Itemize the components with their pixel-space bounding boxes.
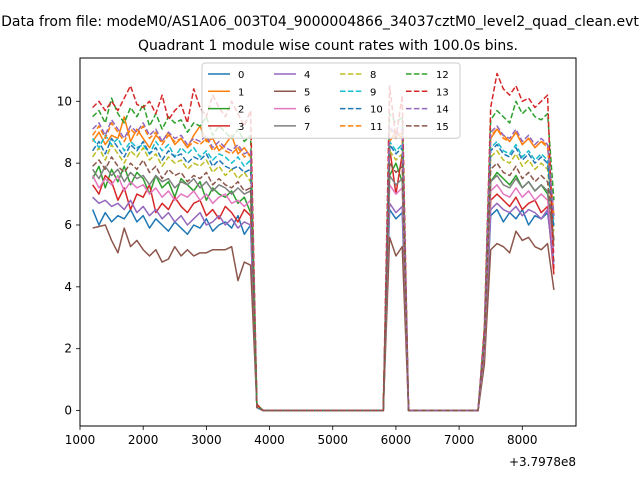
legend-label-0: 0 — [238, 70, 244, 81]
x-axis: 1000 2000 3000 4000 5000 6000 7000 8000 — [65, 426, 538, 447]
y-tick-label: 8 — [64, 156, 72, 170]
legend-label-8: 8 — [370, 70, 376, 81]
y-tick-label: 0 — [64, 404, 72, 418]
legend-label-3: 3 — [238, 122, 244, 133]
chart-title: Quadrant 1 module wise count rates with … — [138, 38, 518, 54]
legend-label-6: 6 — [304, 105, 310, 116]
legend-label-14: 14 — [436, 105, 449, 116]
series-line-8 — [92, 143, 555, 412]
x-tick-label: 2000 — [128, 433, 159, 447]
legend-label-9: 9 — [370, 87, 376, 98]
legend-label-2: 2 — [238, 105, 244, 116]
y-tick-label: 6 — [64, 218, 72, 232]
series-layer — [91, 72, 555, 412]
legend-label-4: 4 — [304, 70, 310, 81]
y-tick-label: 2 — [64, 342, 72, 356]
x-tick-label: 8000 — [507, 433, 538, 447]
x-tick-label: 4000 — [254, 433, 285, 447]
plot-frame — [79, 57, 577, 427]
x-offset-label: +3.7978e8 — [509, 455, 576, 469]
legend-box — [201, 62, 461, 139]
legend-label-15: 15 — [436, 122, 449, 133]
y-tick-label: 10 — [57, 94, 72, 108]
legend-label-7: 7 — [304, 122, 310, 133]
x-tick-label: 7000 — [444, 433, 475, 447]
y-tick-label: 4 — [64, 280, 72, 294]
series-line-15 — [92, 156, 555, 412]
legend-label-10: 10 — [370, 105, 383, 116]
x-tick-label: 5000 — [317, 433, 348, 447]
x-tick-label: 6000 — [381, 433, 412, 447]
legend-label-5: 5 — [304, 87, 310, 98]
series-line-2 — [91, 162, 555, 412]
legend-label-1: 1 — [238, 87, 244, 98]
legend-label-11: 11 — [370, 122, 383, 133]
x-tick-label: 1000 — [65, 433, 96, 447]
figure-suptitle: Data from file: modeM0/AS1A06_003T04_900… — [1, 14, 639, 30]
legend-label-13: 13 — [436, 87, 449, 98]
y-axis: 0 2 4 6 8 10 — [57, 94, 80, 418]
legend-label-12: 12 — [436, 70, 449, 81]
x-tick-label: 3000 — [191, 433, 222, 447]
